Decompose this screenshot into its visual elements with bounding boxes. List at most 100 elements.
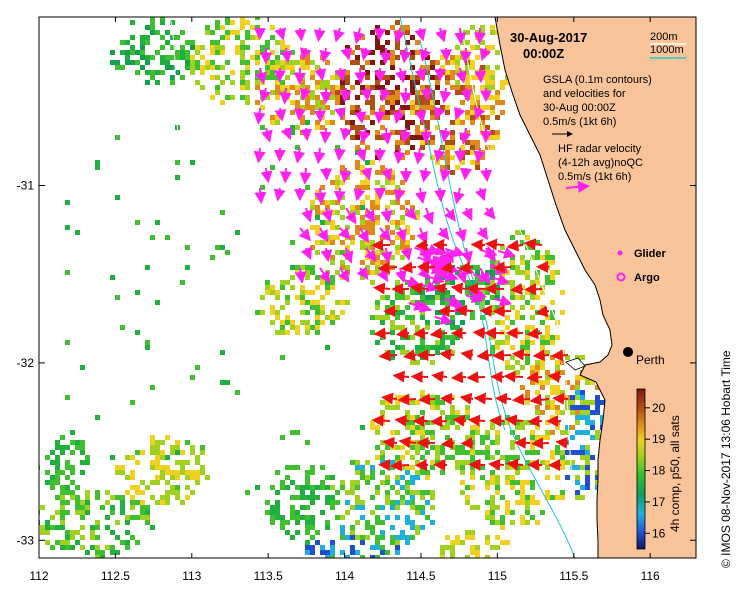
sst-pixel [330, 545, 335, 550]
sst-pixel [415, 50, 420, 55]
sst-pixel [475, 95, 480, 100]
sst-pixel [480, 435, 485, 440]
sst-pixel [390, 105, 395, 110]
sst-pixel [180, 45, 185, 50]
sst-pixel [595, 430, 600, 435]
sst-pixel [490, 280, 495, 285]
sst-pixel [335, 175, 340, 180]
sst-pixel [255, 485, 260, 490]
sst-pixel [585, 475, 590, 480]
sst-pixel [380, 450, 385, 455]
sst-pixel [215, 85, 220, 90]
sst-pixel [470, 530, 475, 535]
sst-pixel [240, 70, 245, 75]
sst-pixel [375, 180, 380, 185]
sst-pixel [400, 530, 405, 535]
sst-pixel [340, 85, 345, 90]
sst-pixel [575, 390, 580, 395]
sst-pixel [350, 550, 355, 555]
sst-pixel [425, 120, 430, 125]
sst-pixel [405, 335, 410, 340]
sst-pixel [165, 500, 170, 505]
sst-pixel [365, 265, 370, 270]
sst-pixel [435, 100, 440, 105]
velocity-arrow-gsla [354, 67, 367, 85]
sst-pixel [445, 425, 450, 430]
sst-pixel [375, 520, 380, 525]
sst-pixel [395, 85, 400, 90]
sst-pixel [405, 470, 410, 475]
sst-pixel [435, 455, 440, 460]
sst-pixel [50, 460, 55, 465]
velocity-arrow-gsla [364, 247, 377, 263]
sst-pixel [285, 280, 290, 285]
sst-pixel [310, 325, 315, 330]
sst-pixel [440, 340, 445, 345]
sst-pixel [495, 295, 500, 300]
velocity-arrow-gsla [414, 27, 427, 42]
sst-pixel [280, 80, 285, 85]
sst-pixel [535, 425, 540, 430]
sst-pixel [80, 535, 85, 540]
sst-pixel [240, 55, 245, 60]
velocity-arrow-gsla [333, 187, 346, 204]
velocity-arrow-gsla [380, 167, 393, 182]
sst-pixel [160, 70, 165, 75]
sst-pixel [550, 400, 555, 405]
sst-pixel [65, 540, 70, 545]
sst-pixel [270, 510, 275, 515]
sst-pixel [295, 85, 300, 90]
sst-pixel [215, 65, 220, 70]
sst-pixel [175, 445, 180, 450]
sst-pixel [370, 85, 375, 90]
argo-legend-label: Argo [634, 272, 660, 284]
sst-pixel [365, 70, 370, 75]
sst-pixel [345, 500, 350, 505]
sst-pixel [315, 275, 320, 280]
sst-pixel [405, 125, 410, 130]
sst-pixel [275, 505, 280, 510]
sst-pixel [375, 220, 380, 225]
sst-pixel [400, 495, 405, 500]
sst-pixel [270, 505, 275, 510]
depth-legend-200m: 200m [650, 31, 678, 43]
colorbar-title: 4h comp, p50, all sats [668, 415, 682, 532]
sst-pixel [445, 435, 450, 440]
sst-pixel [115, 535, 120, 540]
sst-pixel [530, 340, 535, 345]
sst-pixel [305, 440, 310, 445]
sst-pixel [225, 95, 230, 100]
sst-pixel [540, 410, 545, 415]
sst-pixel [430, 490, 435, 495]
sst-pixel [145, 505, 150, 510]
sst-pixel [440, 550, 445, 555]
sst-pixel [275, 85, 280, 90]
sst-pixel [490, 425, 495, 430]
sst-pixel [395, 140, 400, 145]
sst-pixel [590, 380, 595, 385]
velocity-arrow-hf [472, 326, 486, 339]
sst-pixel [335, 490, 340, 495]
sst-pixel [470, 450, 475, 455]
sst-pixel [505, 335, 510, 340]
sst-pixel [225, 380, 230, 385]
velocity-arrow-gsla [294, 267, 307, 284]
sst-pixel [570, 405, 575, 410]
sst-pixel [535, 275, 540, 280]
sst-pixel [210, 60, 215, 65]
sst-pixel [185, 245, 190, 250]
velocity-arrow-gsla [459, 167, 472, 181]
sst-pixel [390, 500, 395, 505]
sst-pixel [420, 495, 425, 500]
sst-pixel [310, 300, 315, 305]
sst-pixel [435, 400, 440, 405]
sst-pixel [120, 500, 125, 505]
sst-pixel [375, 215, 380, 220]
sst-pixel [465, 85, 470, 90]
velocity-arrow-hf [532, 349, 550, 362]
sst-pixel [465, 535, 470, 540]
sst-pixel [55, 475, 60, 480]
x-tick-label: 115 [488, 569, 507, 583]
sst-pixel [430, 465, 435, 470]
sst-pixel [30, 520, 35, 525]
